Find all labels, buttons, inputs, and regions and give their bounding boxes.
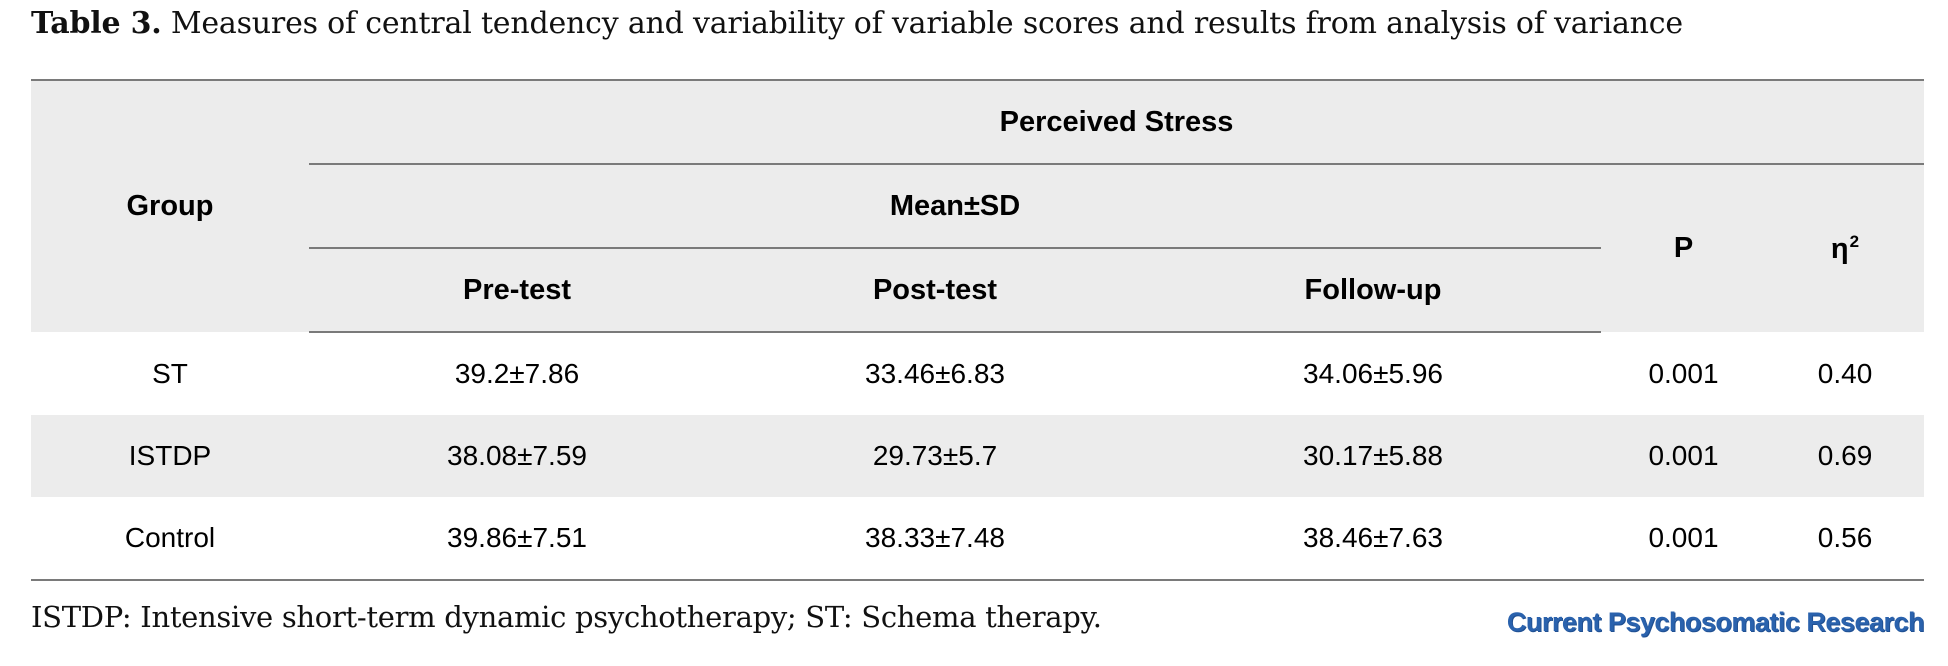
cell-pre-test: 38.08±7.59 xyxy=(309,415,725,497)
cell-post-test: 29.73±5.7 xyxy=(725,415,1145,497)
header-follow-up: Follow-up xyxy=(1145,248,1601,333)
table-caption-label: Table 3. xyxy=(31,6,162,41)
cell-p: 0.001 xyxy=(1648,522,1719,553)
cell-p: 0.001 xyxy=(1601,415,1766,497)
header-group: Group xyxy=(31,80,309,332)
cell-group: ST xyxy=(152,357,188,389)
table-caption-text: Measures of central tendency and variabi… xyxy=(170,6,1683,41)
table-header: Group Perceived Stress Mean±SD P η2 Pre-… xyxy=(31,80,1925,333)
table-footnote: ISTDP: Intensive short-term dynamic psyc… xyxy=(31,600,1102,634)
journal-logo: Current Psychosomatic Research xyxy=(1506,607,1925,637)
cell-pre-test: 39.2±7.86 xyxy=(454,358,580,389)
table-row: Control 39.86±7.51 38.33±7.48 38.46±7.63… xyxy=(31,497,1924,580)
cell-group: ISTDP xyxy=(31,415,309,497)
header-mean-sd: Mean±SD xyxy=(309,164,1601,249)
cell-follow-up: 34.06±5.96 xyxy=(1303,358,1443,389)
cell-p: 0.001 xyxy=(1648,357,1719,389)
cell-follow-up: 38.46±7.63 xyxy=(1303,522,1443,553)
results-table: Group Perceived Stress Mean±SD P η2 Pre-… xyxy=(31,79,1925,581)
cell-eta-squared: 0.56 xyxy=(1817,522,1873,553)
header-eta-symbol: η xyxy=(1830,232,1849,265)
table-row: ST 39.2±7.86 33.46±6.83 34.06±5.96 0.001… xyxy=(31,332,1924,415)
header-eta-superscript: 2 xyxy=(1849,231,1860,251)
cell-eta-squared: 0.69 xyxy=(1766,415,1925,497)
cell-eta-squared: 0.40 xyxy=(1817,357,1873,389)
cell-follow-up: 30.17±5.88 xyxy=(1145,415,1601,497)
header-pre-test: Pre-test xyxy=(309,248,725,333)
header-p: P xyxy=(1601,164,1766,332)
header-eta-squared: η2 xyxy=(1766,164,1925,332)
header-post-test: Post-test xyxy=(725,248,1145,333)
header-perceived-stress: Perceived Stress xyxy=(309,80,1925,165)
cell-post-test: 33.46±6.83 xyxy=(865,358,1005,389)
table-caption: Table 3. Measures of central tendency an… xyxy=(31,6,1683,41)
table-body: ST 39.2±7.86 33.46±6.83 34.06±5.96 0.001… xyxy=(31,332,1925,580)
table-row: ISTDP 38.08±7.59 29.73±5.7 30.17±5.88 0.… xyxy=(31,415,1925,497)
cell-post-test: 38.33±7.48 xyxy=(865,522,1005,553)
cell-group: Control xyxy=(124,522,216,553)
cell-pre-test: 39.86±7.51 xyxy=(447,522,587,553)
